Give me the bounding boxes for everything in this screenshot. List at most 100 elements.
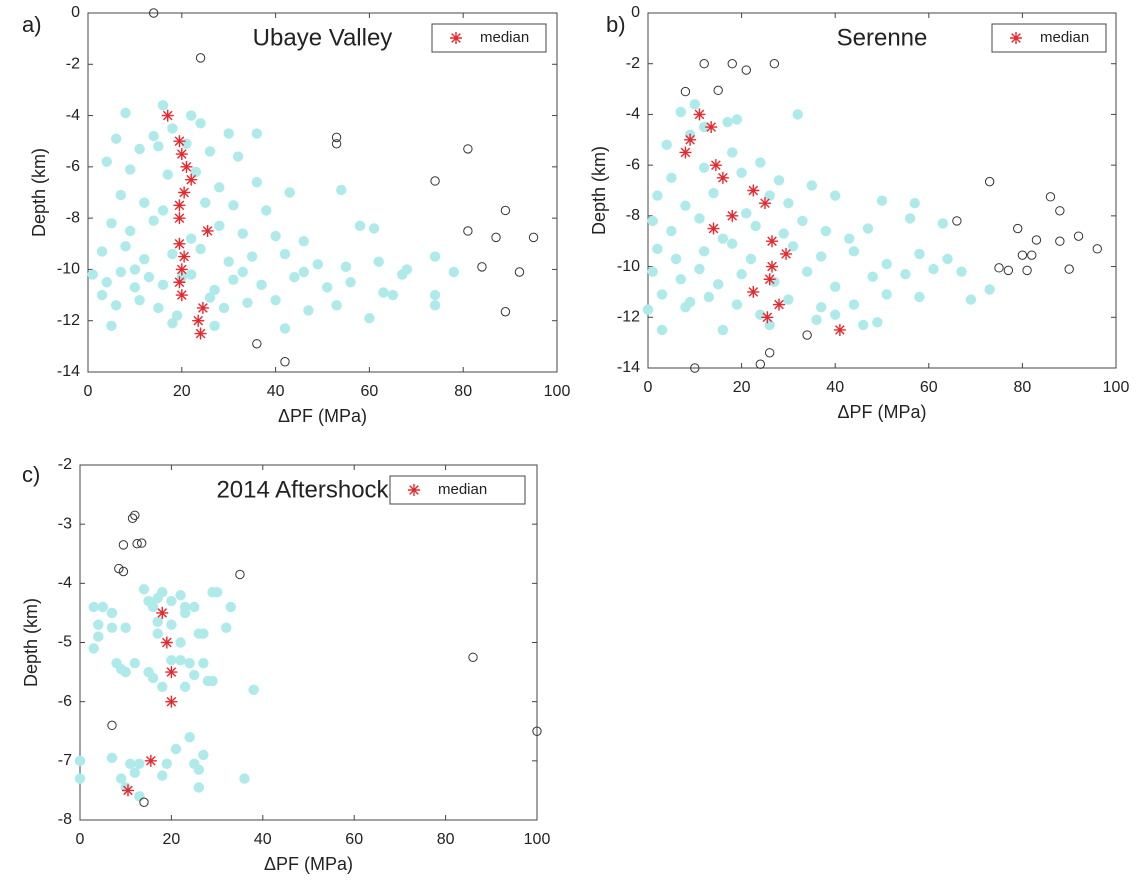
x-axis-label: ΔPF (MPa)	[837, 402, 926, 422]
x-tick-label: 80	[1014, 379, 1032, 396]
point	[110, 133, 122, 144]
point	[956, 266, 967, 277]
point	[764, 319, 775, 331]
point	[235, 569, 245, 580]
y-tick-label: -3	[58, 515, 72, 532]
point	[148, 215, 159, 226]
point	[378, 287, 389, 298]
legend-marker	[450, 32, 462, 44]
point	[773, 175, 785, 186]
median-point	[833, 323, 846, 336]
median-point	[173, 199, 186, 212]
point	[242, 297, 253, 308]
point	[778, 228, 789, 239]
point	[193, 782, 205, 793]
panel-label: a)	[22, 12, 42, 37]
point	[900, 268, 911, 280]
point	[373, 256, 384, 267]
point	[280, 357, 290, 367]
median-point	[144, 754, 157, 767]
point	[491, 232, 501, 243]
y-tick-label: -8	[66, 209, 80, 226]
point	[1013, 223, 1023, 234]
y-tick-label: -7	[58, 752, 72, 769]
point	[792, 109, 803, 120]
point	[74, 755, 86, 767]
point	[397, 269, 408, 280]
point	[468, 652, 478, 662]
point	[463, 144, 473, 154]
x-tick-label: 0	[76, 831, 85, 848]
point	[96, 246, 108, 257]
point	[136, 538, 147, 548]
point	[647, 215, 658, 227]
median-point	[747, 285, 760, 298]
point	[153, 141, 164, 152]
point	[189, 601, 200, 613]
point	[96, 289, 108, 301]
point	[106, 607, 118, 619]
point	[228, 200, 239, 211]
point	[152, 628, 163, 639]
y-tick-label: -2	[66, 56, 80, 73]
median-point	[201, 224, 214, 237]
point	[225, 601, 237, 613]
point	[223, 128, 234, 139]
point	[694, 213, 705, 224]
point	[994, 263, 1004, 273]
point	[769, 59, 780, 69]
point	[256, 279, 267, 291]
median-point	[178, 250, 191, 263]
point	[153, 302, 164, 314]
point	[909, 197, 920, 209]
y-tick-label: -2	[58, 456, 72, 473]
point	[134, 143, 145, 155]
point	[731, 299, 743, 310]
point	[364, 312, 375, 324]
point	[848, 299, 860, 310]
point	[143, 271, 155, 283]
point	[195, 118, 206, 129]
point	[170, 743, 182, 755]
point	[500, 307, 511, 317]
point	[755, 157, 766, 168]
point	[157, 770, 168, 781]
point	[703, 291, 715, 303]
point	[698, 162, 710, 173]
point	[429, 289, 441, 301]
point	[689, 99, 700, 110]
point	[198, 658, 209, 669]
point	[331, 300, 342, 311]
point	[157, 205, 169, 216]
panel-label: c)	[22, 462, 40, 487]
point	[727, 238, 738, 249]
y-axis-label: Depth (km)	[29, 148, 49, 237]
legend-box	[389, 475, 526, 505]
point	[200, 197, 211, 208]
point	[336, 184, 347, 196]
point	[166, 595, 177, 607]
point	[115, 189, 127, 201]
point	[801, 266, 813, 277]
median-point	[175, 289, 188, 302]
point	[713, 279, 724, 290]
point	[764, 190, 775, 201]
point	[279, 248, 291, 260]
point	[114, 563, 124, 574]
point	[148, 130, 159, 142]
point	[251, 128, 263, 139]
median-point	[684, 133, 697, 146]
point	[727, 59, 737, 69]
point	[152, 616, 163, 627]
point	[783, 197, 794, 209]
point	[184, 731, 195, 743]
point	[1055, 236, 1065, 246]
point	[867, 271, 878, 282]
point	[107, 720, 117, 731]
point	[298, 236, 309, 247]
point	[830, 281, 841, 293]
y-tick-label: 0	[631, 4, 640, 21]
point	[528, 232, 539, 243]
y-tick-label: -5	[58, 634, 72, 651]
legend-label: median	[1040, 29, 1089, 46]
